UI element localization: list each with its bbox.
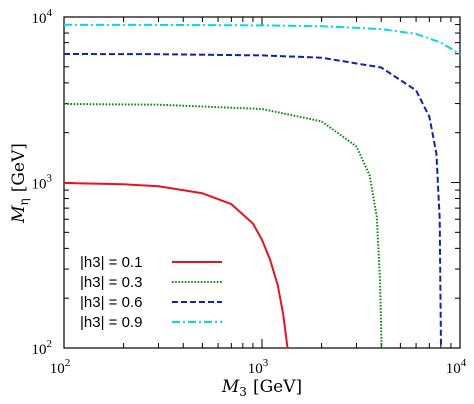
x-tick-label: 102	[50, 357, 71, 377]
x-axis-title: M3 [GeV]	[221, 377, 302, 399]
y-tick-label: 102	[32, 338, 53, 358]
legend-label-1: |h3| = 0.1	[80, 254, 142, 271]
legend-label-2: |h3| = 0.3	[80, 274, 142, 291]
legend: |h3| = 0.1 |h3| = 0.3 |h3| = 0.6 |h3| = 0.9	[80, 254, 222, 331]
x-axis-title-sub: 3	[239, 385, 247, 399]
y-axis-title-main: M	[9, 205, 29, 224]
legend-label-3: |h3| = 0.6	[80, 294, 142, 311]
y-axis-title-sub: η	[17, 198, 31, 205]
series-line-2	[63, 103, 383, 349]
y-tick-label: 103	[32, 173, 53, 193]
y-axis-title-unit: [GeV]	[9, 143, 29, 192]
x-axis-title-unit: [GeV]	[253, 377, 302, 397]
tick-marks	[63, 16, 461, 349]
series-line-4	[63, 23, 461, 56]
legend-label-4: |h3| = 0.9	[80, 314, 142, 331]
tick-labels: 102 103 104 102 103 104	[32, 7, 467, 377]
x-tick-label: 103	[248, 357, 269, 377]
x-axis-title-main: M	[221, 377, 240, 397]
x-tick-label: 104	[446, 357, 467, 377]
y-axis-title: Mη [GeV]	[9, 143, 31, 224]
y-tick-label: 104	[32, 7, 53, 27]
series-line-3	[63, 53, 442, 349]
series-line-1	[63, 182, 289, 349]
series-layer	[63, 23, 461, 349]
